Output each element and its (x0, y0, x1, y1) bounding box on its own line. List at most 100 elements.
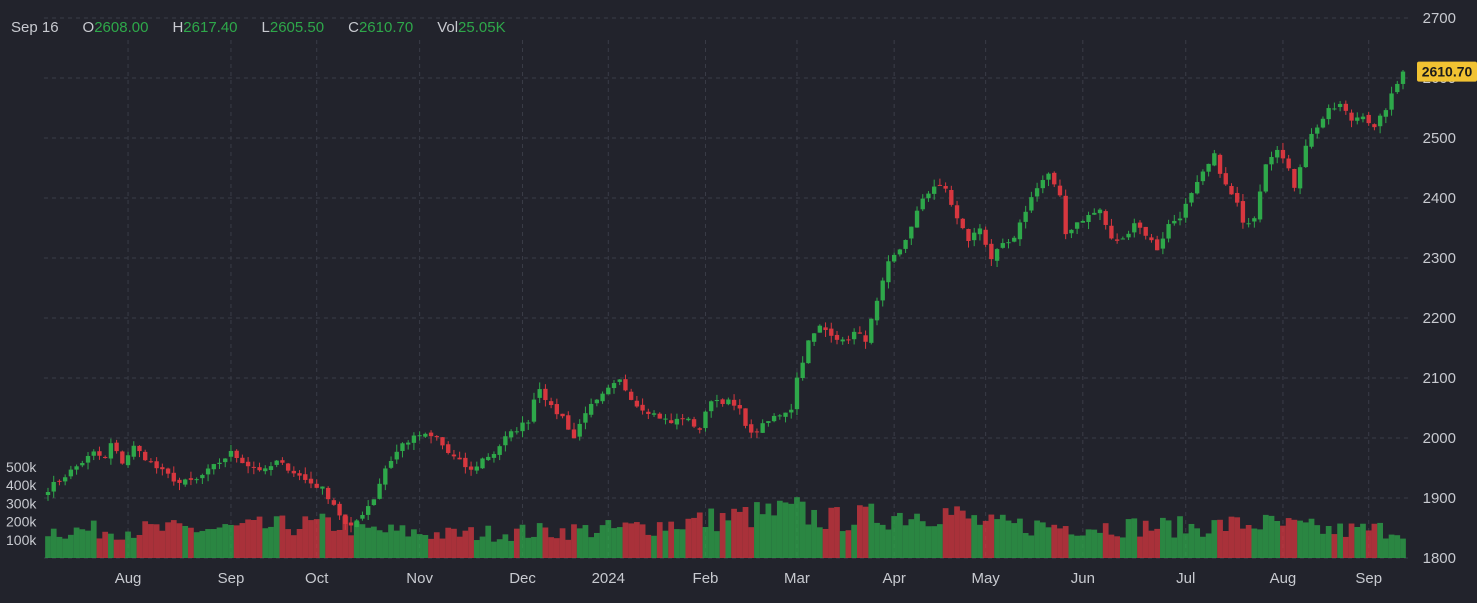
volume-bar (1062, 526, 1069, 558)
candle (1389, 86, 1394, 116)
candle (217, 458, 222, 469)
candle-body (468, 466, 474, 470)
candle (1046, 172, 1051, 187)
volume-bar (879, 524, 886, 558)
price-tick-label: 2100 (1423, 370, 1456, 387)
candle-body (365, 506, 371, 515)
candle (491, 451, 497, 463)
candle (463, 452, 468, 474)
candle (1126, 230, 1131, 241)
volume-bar (331, 530, 337, 558)
candle (1246, 217, 1251, 228)
candle-body (1160, 238, 1166, 249)
candles (45, 70, 1406, 533)
volume-bar (296, 528, 303, 558)
candle (1229, 183, 1234, 195)
candle (228, 444, 234, 462)
candle-body (600, 393, 605, 402)
volume-bar (119, 539, 126, 558)
volume-bar (1257, 529, 1263, 558)
candle-body (131, 445, 136, 457)
candle (503, 431, 508, 452)
candle-body (1086, 215, 1091, 222)
candle (1223, 167, 1228, 186)
candle-body (1040, 180, 1045, 189)
candle-body (80, 463, 85, 466)
volume-bar (439, 538, 446, 558)
candle (1217, 153, 1223, 178)
candle-body (137, 445, 142, 452)
volume-bar (868, 503, 875, 558)
volume-bar (925, 526, 932, 558)
candle (160, 463, 165, 476)
candle (1280, 142, 1286, 164)
candle-body (486, 456, 491, 461)
candle-body (588, 403, 594, 415)
candle-body (886, 261, 891, 283)
candle-body (1034, 188, 1040, 197)
volume-bar (1377, 522, 1383, 558)
candle (1040, 175, 1045, 194)
volume-bar (759, 514, 766, 558)
volume-bar (1045, 527, 1052, 558)
candle-body (743, 408, 748, 426)
volume-bar (388, 524, 394, 558)
volume-bar (674, 529, 680, 558)
volume-bar (233, 525, 240, 558)
candle (51, 475, 56, 498)
candle (1395, 80, 1400, 94)
volume-bar (571, 524, 577, 558)
volume-bar (199, 530, 206, 558)
candle (926, 191, 931, 202)
candle-body (211, 464, 216, 470)
candle-body (920, 198, 925, 210)
candle-body (520, 422, 525, 432)
candle-body (491, 454, 497, 458)
candle-body (274, 460, 279, 465)
candle-body (114, 442, 119, 452)
volume-bar (816, 527, 823, 558)
candle-body (811, 333, 817, 342)
candle (588, 398, 594, 418)
volume-bar (102, 531, 109, 558)
candle (1377, 113, 1383, 134)
header-volume: Vol 25.05K (437, 19, 505, 39)
candle-body (103, 456, 108, 458)
candle-body (1286, 158, 1291, 169)
volume-bar (1034, 520, 1040, 558)
candle (285, 462, 291, 474)
candle-body (874, 300, 880, 321)
volume-bar (188, 527, 194, 558)
volume-bar (885, 529, 892, 558)
volume-bar (599, 525, 606, 558)
volume-bar (1291, 519, 1298, 558)
candle-body (789, 409, 794, 413)
volume-bar (353, 521, 360, 558)
candle-body (205, 468, 211, 475)
header-low: L 2605.50 (262, 19, 325, 39)
volume-bar (1188, 523, 1195, 558)
volume-bar (548, 537, 554, 558)
candle (143, 449, 148, 462)
candle-body (1355, 117, 1360, 121)
open-label: O (82, 19, 95, 36)
time-tick-label: Nov (406, 570, 433, 587)
candle (1057, 179, 1063, 197)
volume-bar (462, 530, 469, 558)
low-label: L (261, 19, 270, 36)
volume-bar (776, 500, 783, 558)
candle-body (320, 486, 325, 489)
time-tick-label: Jul (1176, 570, 1195, 587)
candle (348, 517, 354, 533)
candle-body (1177, 218, 1183, 221)
candle-body (628, 391, 634, 400)
volume-bar (1394, 535, 1401, 558)
candle-body (663, 418, 668, 420)
high-label: H (172, 19, 184, 36)
candle (554, 398, 560, 420)
candle (846, 335, 851, 344)
candle (611, 380, 617, 394)
candle (583, 406, 588, 430)
